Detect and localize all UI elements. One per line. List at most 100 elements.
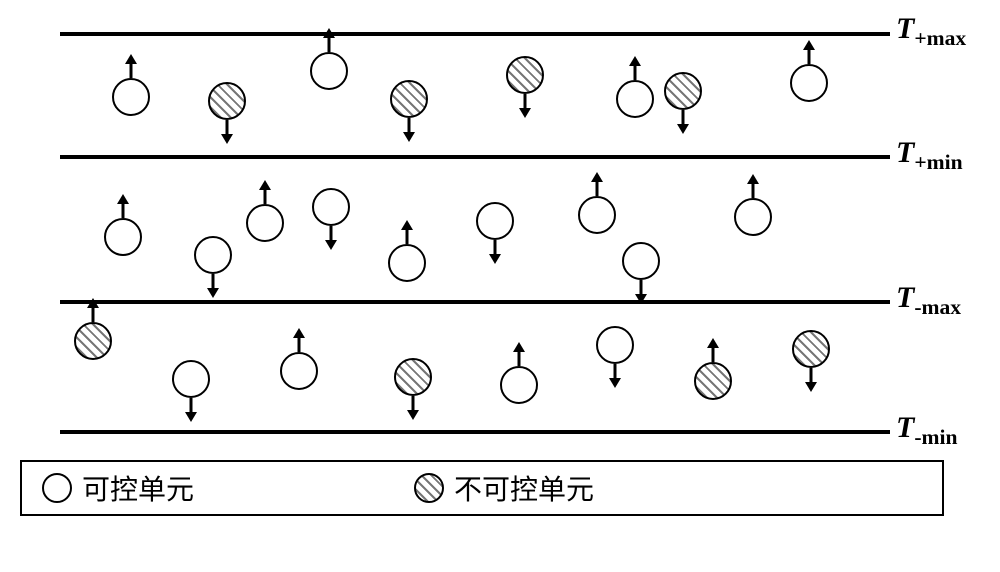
boundary-label: T-min xyxy=(896,411,958,450)
label-subscript: +min xyxy=(914,150,962,174)
controllable-unit xyxy=(310,52,348,90)
controllable-unit xyxy=(596,326,634,364)
uncontrollable-unit xyxy=(694,362,732,400)
uncontrollable-unit xyxy=(792,330,830,368)
arrow-up-icon xyxy=(125,54,137,64)
label-T: T xyxy=(896,281,914,314)
arrow-down-icon xyxy=(325,240,337,250)
arrow-shaft xyxy=(712,348,715,362)
arrow-up-icon xyxy=(629,56,641,66)
arrow-shaft xyxy=(328,38,331,52)
arrow-shaft xyxy=(264,190,267,204)
arrow-up-icon xyxy=(117,194,129,204)
controllable-unit xyxy=(578,196,616,234)
arrow-shaft xyxy=(596,182,599,196)
uncontrollable-unit xyxy=(664,72,702,110)
label-subscript: -max xyxy=(914,295,961,319)
arrow-up-icon xyxy=(87,298,99,308)
arrow-shaft xyxy=(122,204,125,218)
arrow-up-icon xyxy=(513,342,525,352)
arrow-shaft xyxy=(682,110,685,124)
arrow-up-icon xyxy=(323,28,335,38)
controllable-unit xyxy=(388,244,426,282)
arrow-down-icon xyxy=(403,132,415,142)
arrow-shaft xyxy=(226,120,229,134)
arrow-shaft xyxy=(406,230,409,244)
legend-label: 不可控单元 xyxy=(454,468,594,508)
label-subscript: -min xyxy=(914,425,957,449)
arrow-shaft xyxy=(518,352,521,366)
legend-item: 不可控单元 xyxy=(414,468,594,508)
label-T: T xyxy=(896,411,914,444)
controllable-unit xyxy=(734,198,772,236)
arrow-up-icon xyxy=(401,220,413,230)
arrow-shaft xyxy=(614,364,617,378)
label-T: T xyxy=(896,12,914,45)
arrow-down-icon xyxy=(185,412,197,422)
boundary-line xyxy=(60,300,890,304)
arrow-down-icon xyxy=(609,378,621,388)
arrow-up-icon xyxy=(747,174,759,184)
arrow-shaft xyxy=(808,50,811,64)
boundary-label: T+min xyxy=(896,136,963,175)
arrow-up-icon xyxy=(293,328,305,338)
legend-label: 可控单元 xyxy=(82,468,194,508)
legend-swatch-open-icon xyxy=(42,473,72,503)
boundary-line xyxy=(60,155,890,159)
arrow-shaft xyxy=(640,280,643,294)
boundary-label: T-max xyxy=(896,281,961,320)
controllable-unit xyxy=(616,80,654,118)
arrow-down-icon xyxy=(407,410,419,420)
arrow-shaft xyxy=(634,66,637,80)
arrow-shaft xyxy=(92,308,95,322)
uncontrollable-unit xyxy=(74,322,112,360)
controllable-unit xyxy=(246,204,284,242)
uncontrollable-unit xyxy=(506,56,544,94)
arrow-up-icon xyxy=(803,40,815,50)
legend-box: 可控单元 不可控单元 xyxy=(20,460,944,516)
arrow-shaft xyxy=(408,118,411,132)
arrow-up-icon xyxy=(259,180,271,190)
controllable-unit xyxy=(476,202,514,240)
controllable-unit xyxy=(104,218,142,256)
controllable-unit xyxy=(172,360,210,398)
controllable-unit xyxy=(280,352,318,390)
uncontrollable-unit xyxy=(390,80,428,118)
controllable-unit xyxy=(622,242,660,280)
arrow-down-icon xyxy=(519,108,531,118)
boundary-label: T+max xyxy=(896,12,966,51)
arrow-shaft xyxy=(752,184,755,198)
arrow-down-icon xyxy=(635,294,647,304)
controllable-unit xyxy=(500,366,538,404)
arrow-down-icon xyxy=(677,124,689,134)
boundary-line xyxy=(60,430,890,434)
legend-swatch-hatched-icon xyxy=(414,473,444,503)
chart-area: T+maxT+minT-maxT-min xyxy=(20,20,980,450)
arrow-down-icon xyxy=(805,382,817,392)
diagram-container: T+maxT+minT-maxT-min 可控单元不可控单元 xyxy=(20,20,980,516)
uncontrollable-unit xyxy=(394,358,432,396)
arrow-shaft xyxy=(330,226,333,240)
uncontrollable-unit xyxy=(208,82,246,120)
arrow-up-icon xyxy=(591,172,603,182)
controllable-unit xyxy=(790,64,828,102)
arrow-shaft xyxy=(810,368,813,382)
legend-item: 可控单元 xyxy=(42,468,194,508)
controllable-unit xyxy=(194,236,232,274)
controllable-unit xyxy=(312,188,350,226)
arrow-shaft xyxy=(190,398,193,412)
arrow-down-icon xyxy=(207,288,219,298)
arrow-down-icon xyxy=(489,254,501,264)
arrow-down-icon xyxy=(221,134,233,144)
arrow-shaft xyxy=(494,240,497,254)
label-T: T xyxy=(896,136,914,169)
arrow-shaft xyxy=(298,338,301,352)
arrow-shaft xyxy=(524,94,527,108)
label-subscript: +max xyxy=(914,26,966,50)
controllable-unit xyxy=(112,78,150,116)
boundary-line xyxy=(60,32,890,36)
arrow-shaft xyxy=(412,396,415,410)
arrow-shaft xyxy=(212,274,215,288)
arrow-shaft xyxy=(130,64,133,78)
arrow-up-icon xyxy=(707,338,719,348)
